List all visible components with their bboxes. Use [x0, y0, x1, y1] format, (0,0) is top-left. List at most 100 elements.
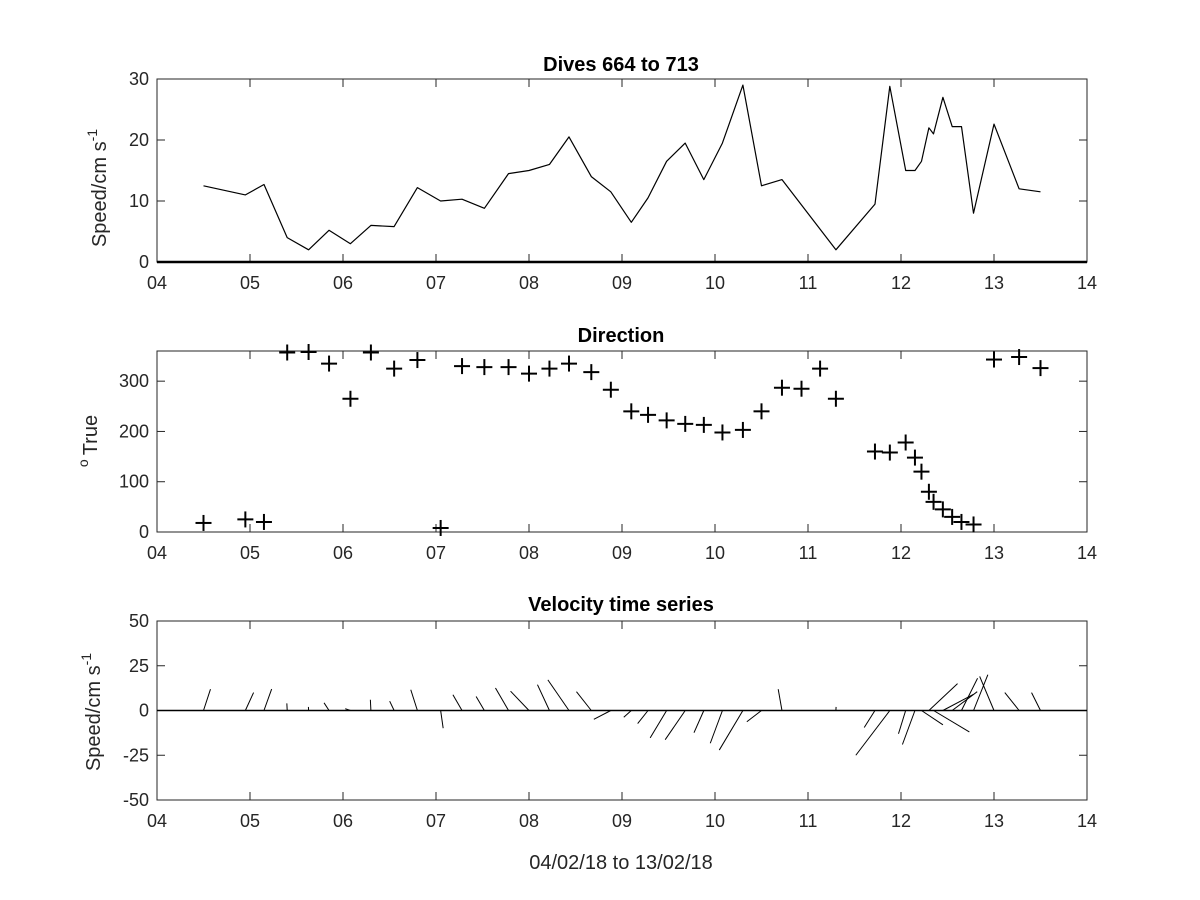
velocity-vector-stick — [718, 710, 744, 751]
velocity-ytick-label: 0 — [139, 701, 149, 721]
direction-plus-marker — [541, 360, 558, 377]
direction-plus-marker — [793, 380, 810, 397]
speed-xtick-label: 13 — [984, 273, 1004, 293]
speed-xtick-label: 10 — [705, 273, 725, 293]
direction-panel-plot-area: 04 05 06 07 08 09 10 11 12 13 14 0 100 200 300 — [119, 344, 1097, 563]
direction-plus-marker — [195, 514, 212, 531]
velocity-vector-stick — [410, 689, 418, 711]
velocity-panel-plot-area: 04 05 06 07 08 09 10 11 12 13 14 -50 -25 0 25 50 — [123, 611, 1097, 831]
velocity-vector-stick — [664, 710, 686, 740]
velocity-xtick-label: 06 — [333, 811, 353, 831]
direction-plus-marker — [500, 359, 517, 376]
direction-plus-marker — [925, 493, 942, 510]
velocity-vector-stick — [623, 710, 632, 718]
velocity-vector-stick — [323, 702, 330, 711]
direction-plus-marker — [827, 390, 844, 407]
speed-xtick-label: 04 — [147, 273, 167, 293]
velocity-xtick-label: 09 — [612, 811, 632, 831]
velocity-vector-stick — [973, 674, 989, 711]
direction-plus-marker — [255, 513, 272, 530]
direction-plus-marker — [913, 463, 930, 480]
velocity-xtick-label: 10 — [705, 811, 725, 831]
velocity-vector-stick — [649, 710, 668, 739]
speed-xtick-label: 14 — [1077, 273, 1097, 293]
speed-xtick-label: 08 — [519, 273, 539, 293]
direction-xtick-label: 14 — [1077, 543, 1097, 563]
velocity-panel-xlabel: 04/02/18 to 13/02/18 — [529, 852, 713, 874]
velocity-vector-stick — [709, 710, 723, 744]
direction-plus-marker — [386, 360, 403, 377]
velocity-ytick-label: 50 — [129, 611, 149, 631]
direction-plus-marker — [953, 513, 970, 530]
velocity-vector-stick — [440, 710, 444, 729]
velocity-vector-stick — [979, 676, 995, 711]
speed-axes-box — [156, 78, 1088, 263]
direction-xtick-label: 11 — [799, 543, 818, 563]
direction-xtick-label: 07 — [426, 543, 446, 563]
velocity-vector-stick — [576, 691, 592, 711]
direction-ytick-label: 300 — [119, 371, 149, 391]
direction-plus-marker — [677, 415, 694, 432]
direction-xtick-label: 06 — [333, 543, 353, 563]
velocity-vector-stick — [452, 694, 463, 711]
direction-plus-marker — [362, 344, 379, 361]
direction-panel-ylabel: o True — [75, 415, 102, 467]
speed-ytick-label: 30 — [129, 69, 149, 89]
velocity-ytick-label: -50 — [123, 790, 149, 810]
direction-plus-marker — [623, 403, 640, 420]
velocity-panel-ylabel-superscript: -1 — [78, 653, 94, 666]
velocity-vector-stick — [345, 708, 351, 711]
speed-series-line — [203, 84, 1041, 251]
velocity-vector-stick — [537, 684, 550, 711]
direction-plus-marker — [1011, 349, 1028, 366]
speed-xtick-label: 06 — [333, 273, 353, 293]
velocity-vector-stick — [203, 689, 211, 711]
velocity-vector-stick — [244, 692, 255, 711]
velocity-vector-stick — [263, 688, 273, 711]
speed-xtick-label: 05 — [240, 273, 260, 293]
velocity-panel-ylabel: Speed/cm s-1 — [78, 653, 105, 771]
direction-xtick-label: 05 — [240, 543, 260, 563]
direction-plus-marker — [734, 421, 751, 438]
direction-plus-marker — [640, 406, 657, 423]
velocity-xtick-label: 13 — [984, 811, 1004, 831]
speed-panel: Dives 664 to 713 Speed/cm s-1 04 05 06 07 08… — [84, 54, 1097, 293]
direction-plus-marker — [658, 412, 675, 429]
direction-plus-marker — [812, 360, 829, 377]
direction-panel-ylabel-text: True — [80, 415, 102, 455]
direction-xtick-label: 12 — [891, 543, 911, 563]
velocity-ytick-label: -25 — [123, 745, 149, 765]
velocity-vector-stick — [746, 710, 762, 723]
speed-xtick-label: 11 — [799, 273, 818, 293]
velocity-vector-stick — [921, 710, 944, 726]
direction-plus-marker — [279, 344, 296, 361]
direction-axes-box — [156, 350, 1088, 533]
direction-panel: Direction o True 04 05 06 07 08 09 10 11 12 13 14 0 1… — [75, 325, 1097, 563]
direction-plus-marker — [934, 501, 951, 518]
direction-panel-title: Direction — [578, 325, 665, 347]
direction-plus-marker — [583, 364, 600, 381]
direction-plus-marker — [237, 511, 254, 528]
speed-panel-ylabel-text: Speed/cm s — [89, 141, 111, 247]
velocity-panel: Velocity time series Speed/cm s-1 04/02/… — [78, 594, 1097, 874]
velocity-xtick-label: 04 — [147, 811, 167, 831]
speed-panel-title: Dives 664 to 713 — [543, 54, 699, 76]
direction-plus-marker — [432, 519, 449, 536]
velocity-vector-stick — [389, 700, 395, 711]
velocity-vector-stick — [961, 678, 979, 711]
velocity-vector-stick — [475, 696, 485, 711]
speed-ytick-label: 20 — [129, 130, 149, 150]
direction-plus-marker — [342, 390, 359, 407]
velocity-vector-stick — [637, 710, 649, 724]
speed-xtick-label: 12 — [891, 273, 911, 293]
direction-ytick-label: 200 — [119, 421, 149, 441]
direction-plus-marker — [695, 416, 712, 433]
velocity-xtick-label: 07 — [426, 811, 446, 831]
direction-plus-marker — [906, 449, 923, 466]
velocity-vector-stick — [693, 710, 705, 733]
speed-xtick-label: 07 — [426, 273, 446, 293]
velocity-vector-stick — [951, 691, 978, 711]
velocity-panel-ylabel-text: Speed/cm s — [83, 665, 105, 771]
velocity-vector-stick — [901, 710, 916, 745]
